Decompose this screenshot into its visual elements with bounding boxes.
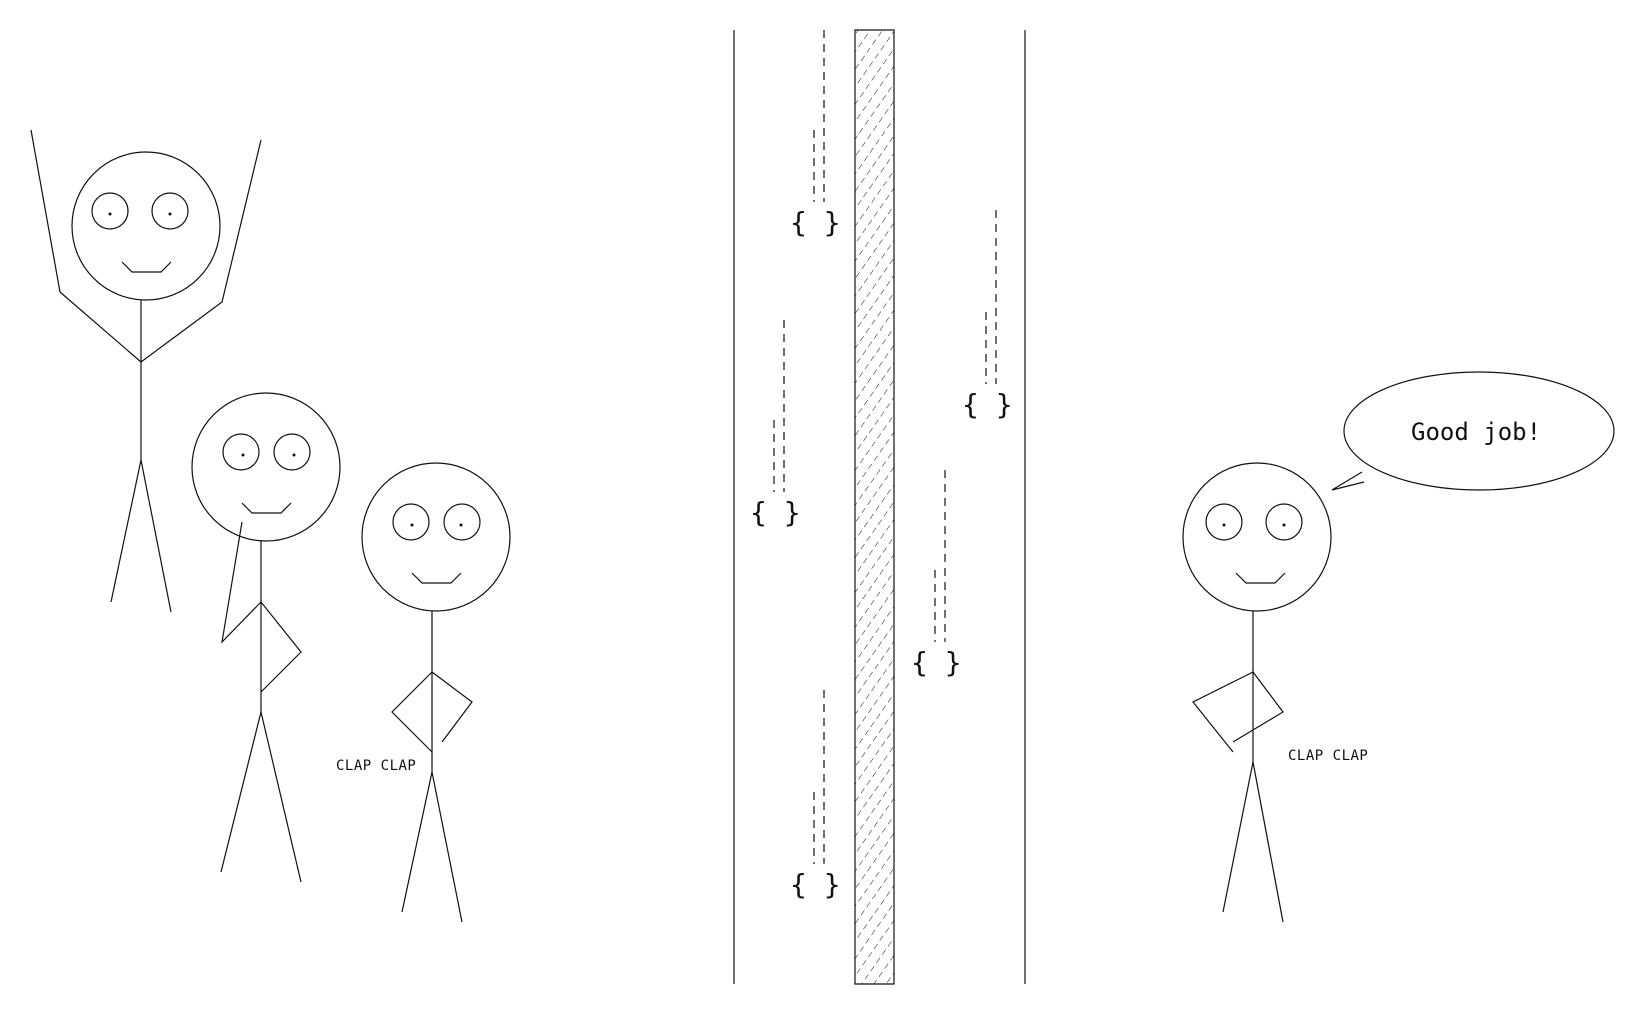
right-leg <box>432 772 462 922</box>
left-leg <box>111 460 141 602</box>
stick-figure-speaking: CLAP CLAP Good job! <box>1183 372 1614 922</box>
clapping-arms-2 <box>432 672 472 742</box>
center-column <box>734 30 1025 984</box>
head <box>362 463 510 611</box>
head <box>192 393 340 541</box>
stick-figure-cheering <box>31 130 261 612</box>
right-eye <box>152 193 188 229</box>
brace-4: { } <box>911 646 962 679</box>
right-leg <box>261 712 301 882</box>
right-leg <box>141 460 171 612</box>
smile <box>412 573 461 583</box>
left-eye <box>393 504 429 540</box>
brace-3: { } <box>962 388 1013 421</box>
left-eye <box>223 434 259 470</box>
right-eye <box>444 504 480 540</box>
arm-to-chin <box>222 522 261 642</box>
head <box>1183 463 1331 611</box>
left-leg <box>402 772 432 912</box>
smile <box>122 262 171 272</box>
speech-text: Good job! <box>1411 418 1541 446</box>
stick-figure-clapping-left: CLAP CLAP <box>336 463 510 922</box>
head <box>72 152 220 300</box>
right-arm <box>141 140 261 362</box>
falling-braces: { } { } { } { } { } <box>750 30 1013 901</box>
right-pupil <box>459 523 463 527</box>
clap-text-left: CLAP CLAP <box>336 758 416 774</box>
arm-on-hip <box>261 602 301 692</box>
speech-bubble-tail <box>1332 472 1364 490</box>
left-pupil <box>410 523 414 527</box>
smile <box>242 503 291 513</box>
right-leg <box>1253 762 1283 922</box>
stick-figure-thinking <box>192 393 340 882</box>
left-pupil <box>1222 523 1226 527</box>
left-pupil <box>241 453 245 457</box>
clapping-arms <box>392 672 432 752</box>
hatched-bar <box>855 30 894 984</box>
brace-1: { } <box>790 206 841 239</box>
right-eye <box>274 434 310 470</box>
left-leg <box>1223 762 1253 912</box>
right-pupil <box>1282 523 1286 527</box>
smile <box>1236 573 1285 583</box>
right-pupil <box>168 212 172 216</box>
right-pupil <box>292 453 296 457</box>
clapping-arms-2 <box>1233 672 1283 742</box>
speech-bubble <box>1344 372 1614 490</box>
right-eye <box>1266 504 1302 540</box>
left-eye <box>92 193 128 229</box>
left-leg <box>221 712 261 872</box>
left-arm <box>31 130 141 362</box>
clap-text-right: CLAP CLAP <box>1288 748 1368 764</box>
clapping-arms <box>1193 672 1253 752</box>
brace-5: { } <box>790 868 841 901</box>
left-eye <box>1206 504 1242 540</box>
left-pupil <box>108 212 112 216</box>
brace-2: { } <box>750 496 801 529</box>
